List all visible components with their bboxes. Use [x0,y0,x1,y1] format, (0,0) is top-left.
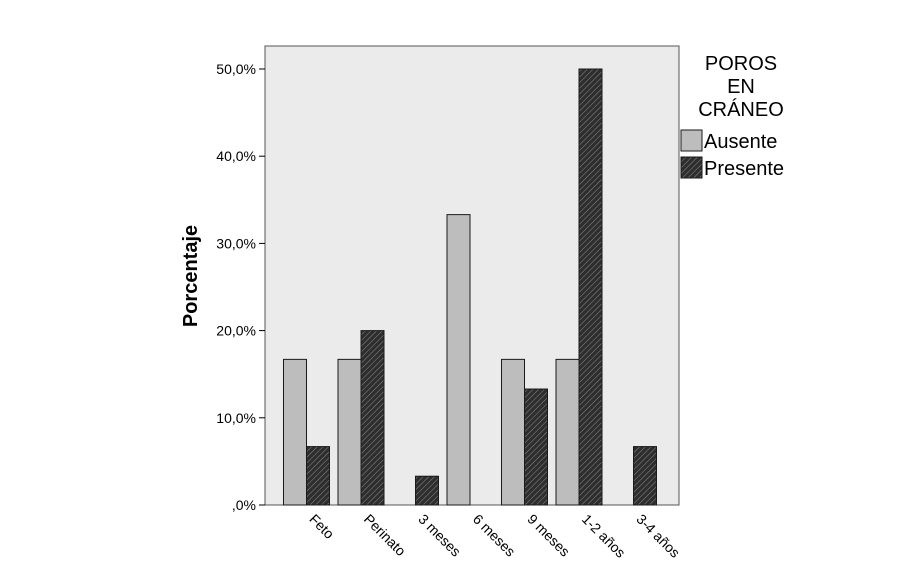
bar-presente [360,330,385,506]
legend-swatch-ausente [680,129,703,152]
legend-title: EN [727,76,755,98]
x-tick-label: Feto [306,511,337,542]
y-tick-label: 50,0% [216,61,256,77]
legend-swatch-presente [680,156,703,179]
bar-ausente [555,358,580,506]
x-axis: Feto Perinato 3 meses 6 meses 9 meses 1-2 año… [306,511,683,561]
x-tick-label: 9 meses [524,511,573,560]
x-tick-label: 3 meses [415,511,464,560]
legend-label: Presente [704,158,784,180]
y-tick-label: ,0% [232,497,256,513]
bar-ausente [501,358,525,506]
y-tick-label: 40,0% [216,148,256,164]
plot-area [264,45,680,506]
y-axis: ,0% 10,0% 20,0% 30,0% 40,0% 50,0% [216,61,265,513]
bars [283,68,657,506]
bar-presente [524,388,548,506]
bar-ausente [337,358,362,506]
x-tick-label: 6 meses [470,511,519,560]
bar-presente [578,68,603,506]
x-tick-label: 1-2 años [579,511,629,561]
y-tick-label: 30,0% [216,235,256,251]
bar-ausente [446,214,471,506]
bar-ausente [283,358,307,506]
x-tick-label: Perinato [361,511,409,559]
y-tick-label: 20,0% [216,323,256,339]
y-tick-label: 10,0% [216,410,256,426]
legend-title: POROS [705,53,777,75]
legend-title: CRÁNEO [698,98,784,121]
legend-label: Ausente [704,131,777,153]
x-tick-label: 3-4 años [633,511,683,561]
bar-presente [633,446,657,506]
bar-presente [415,475,439,506]
bar-presente [306,446,330,506]
y-axis-label: Porcentaje [180,225,202,327]
